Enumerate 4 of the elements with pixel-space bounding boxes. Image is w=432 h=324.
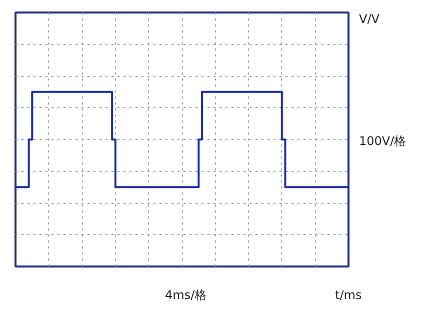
text: 4ms/格 [165,287,207,304]
text: V/V [359,11,380,28]
text: t/ms [335,287,362,304]
text: 100V/格 [359,133,406,150]
